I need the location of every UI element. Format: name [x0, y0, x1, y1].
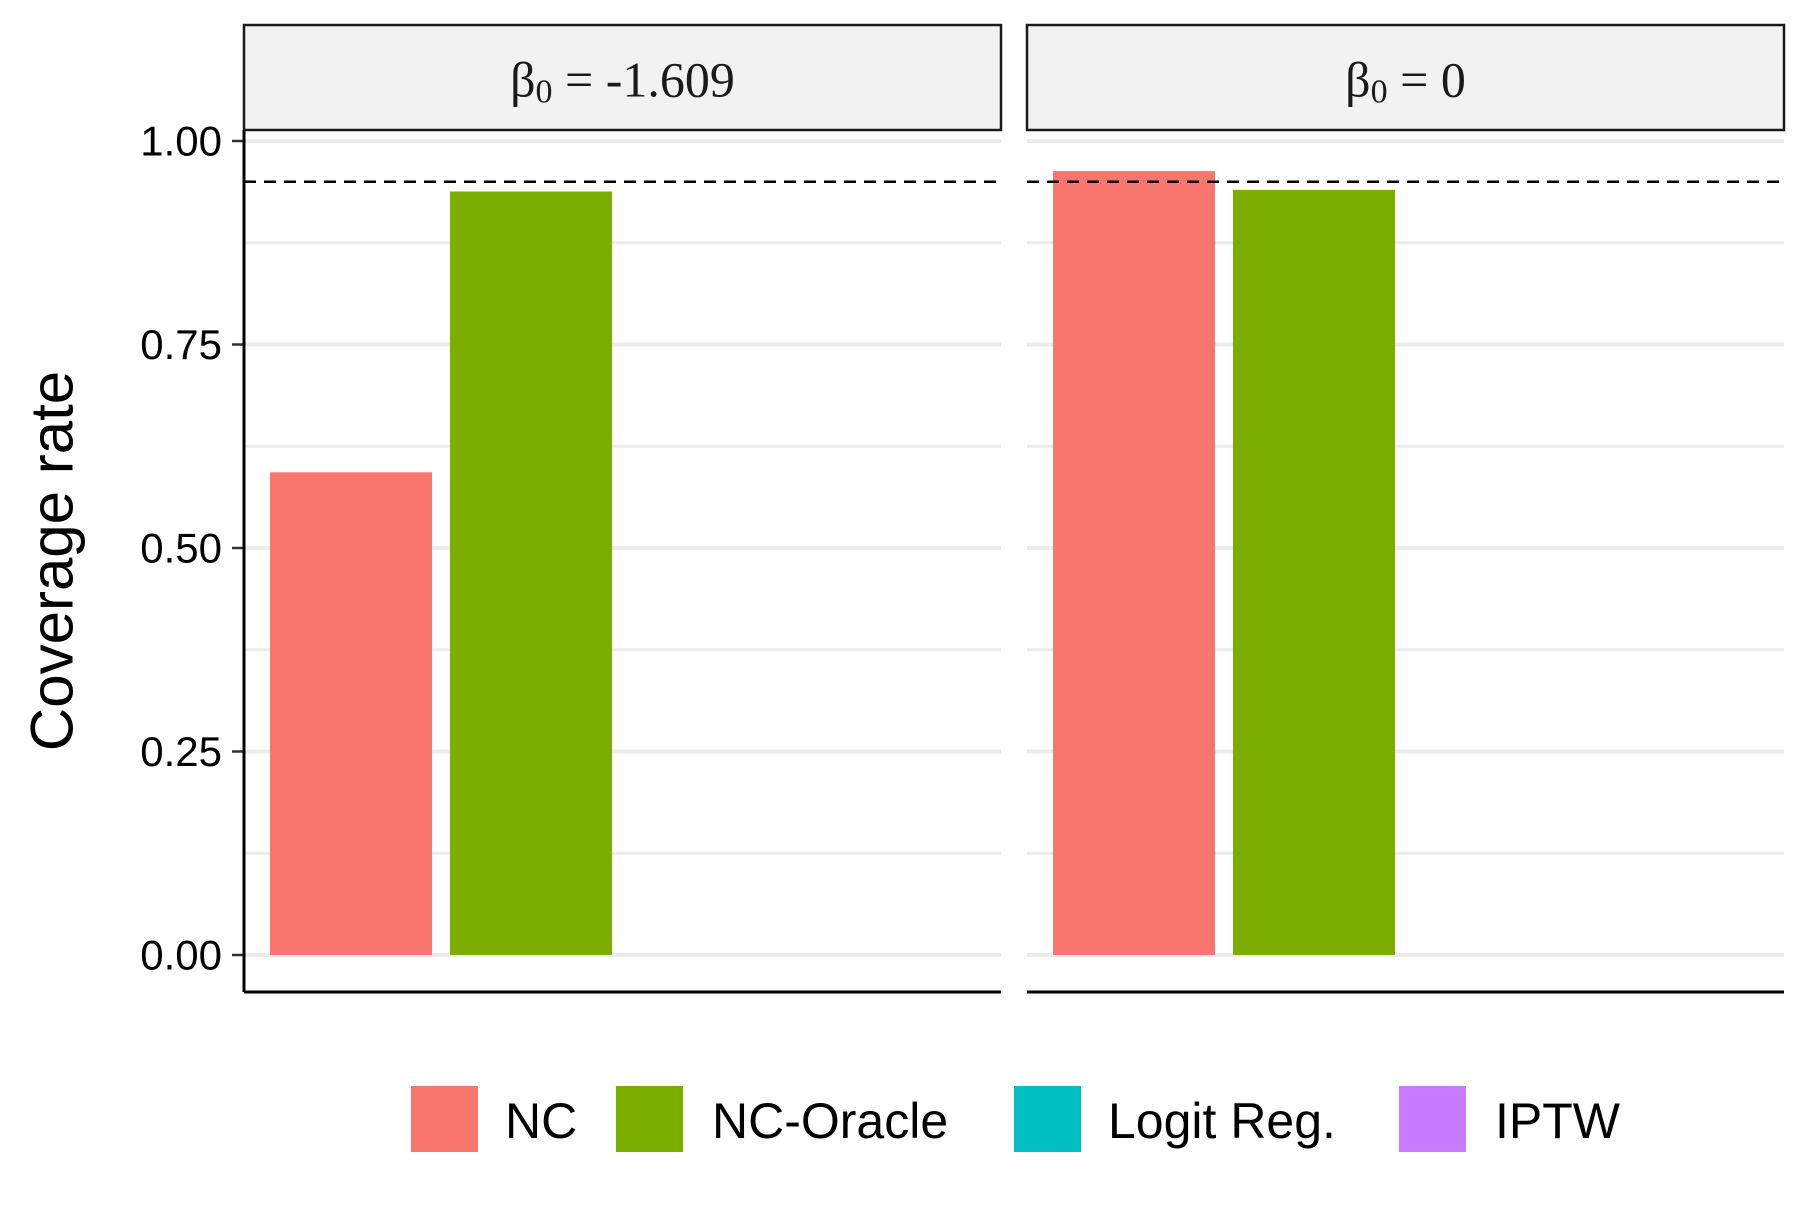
legend-label-iptw: IPTW: [1495, 1093, 1621, 1149]
bar-nc: [270, 472, 432, 955]
legend-label-logit-reg: Logit Reg.: [1108, 1093, 1336, 1149]
y-tick-label: 0.75: [140, 321, 222, 368]
legend-key-nc: [411, 1086, 478, 1152]
y-axis-title: Coverage rate: [19, 371, 86, 751]
legend-label-nc: NC: [505, 1093, 577, 1149]
y-tick-label: 0.25: [140, 728, 222, 775]
y-tick-label: 0.00: [140, 932, 222, 979]
y-tick-label: 0.50: [140, 525, 222, 572]
bar-nc-oracle: [450, 191, 612, 955]
legend-label-nc-oracle: NC-Oracle: [712, 1093, 948, 1149]
y-tick-label: 1.00: [140, 118, 222, 165]
legend: NC NC-Oracle Logit Reg. IPTW: [411, 1086, 1621, 1152]
facet-strip: [1025, 23, 1786, 132]
legend-key-logit-reg: [1014, 1086, 1081, 1152]
panel-1: β0 = -1.609: [242, 23, 1003, 994]
facet-strip-label: β0 = -1.609: [510, 52, 735, 111]
facet-strip-label: β0 = 0: [1345, 52, 1466, 111]
legend-key-iptw: [1399, 1086, 1466, 1152]
bar-nc: [1053, 171, 1215, 956]
legend-key-nc-oracle: [616, 1086, 683, 1152]
panel-2: β0 = 0: [1025, 23, 1786, 994]
bar-nc-oracle: [1233, 189, 1395, 956]
facet-strip: [242, 23, 1003, 132]
